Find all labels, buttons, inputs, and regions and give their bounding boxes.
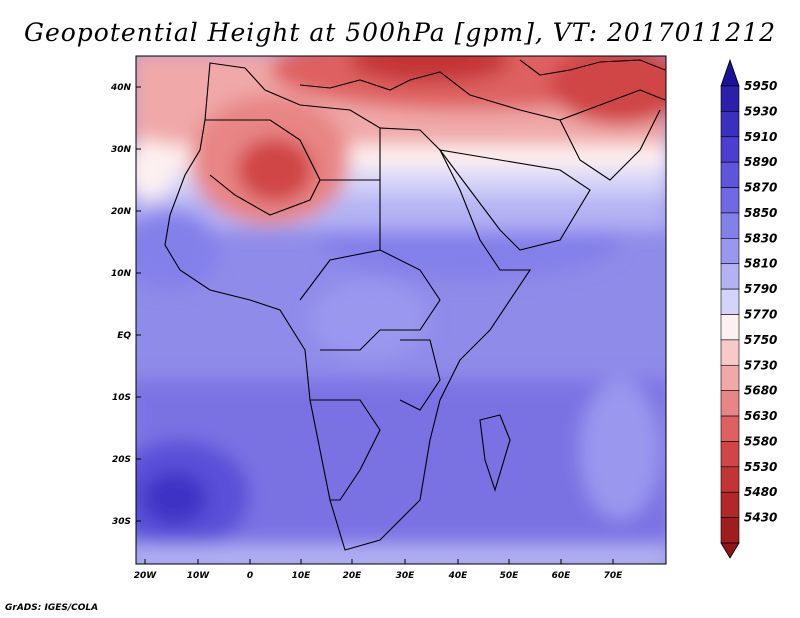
- coastlines: [164, 59, 666, 551]
- lat-label: 10N: [111, 269, 132, 279]
- colorbar-swatch: [720, 491, 740, 518]
- grads-credit: GrADS: IGES/COLA: [5, 603, 99, 613]
- lat-label: 20N: [111, 207, 132, 217]
- colorbar-label: 5770: [744, 308, 777, 322]
- lat-label: 30S: [112, 517, 131, 527]
- colorbar-swatch: [720, 466, 740, 493]
- colorbar-label: 5890: [744, 155, 777, 169]
- colorbar-swatch: [720, 238, 740, 265]
- colorbar-swatch: [720, 364, 740, 391]
- colorbar-swatch: [720, 339, 740, 366]
- colorbar-label: 5480: [744, 485, 777, 499]
- lat-label: 30N: [111, 145, 132, 155]
- lon-label: 0: [247, 571, 253, 581]
- lon-label: 20W: [134, 571, 158, 581]
- axis-ticks: 40N 30N 20N 10N EQ 10S 20S 30S 20W 10W 0 10E 20E 30E 4…: [110, 83, 623, 581]
- colorbar-label: 5430: [744, 511, 777, 525]
- colorbar-label: 5810: [744, 257, 777, 271]
- colorbar-label: 5630: [744, 409, 777, 423]
- colorbar-swatch: [720, 288, 740, 315]
- colorbar-label: 5950: [744, 79, 777, 93]
- lat-label: 40N: [110, 83, 132, 93]
- height-field: [136, 56, 666, 564]
- colorbar-swatch: [720, 517, 740, 544]
- colorbar-label: 5870: [744, 181, 777, 195]
- lat-label: 10S: [112, 393, 131, 403]
- colorbar-label: 5530: [744, 460, 777, 474]
- colorbar-label: 5930: [744, 104, 777, 118]
- colorbar-swatch: [720, 187, 740, 214]
- colorbar-label: 5680: [744, 384, 777, 398]
- lon-label: 10W: [187, 571, 211, 581]
- colorbar-label: 5830: [744, 231, 777, 245]
- colorbar-swatch: [720, 111, 740, 138]
- colorbar-label: 5850: [744, 206, 777, 220]
- colorbar-top-arrow: [720, 58, 740, 87]
- lon-label: 10E: [292, 571, 312, 581]
- lon-label: 20E: [343, 571, 363, 581]
- lon-label: 30E: [396, 571, 416, 581]
- colorbar-swatch: [720, 314, 740, 341]
- lat-label: 20S: [112, 455, 131, 465]
- lon-label: 70E: [604, 571, 624, 581]
- colorbar-swatch: [720, 441, 740, 468]
- colorbar-swatch: [720, 415, 740, 442]
- colorbar-swatch: [720, 212, 740, 239]
- lon-label: 60E: [552, 571, 572, 581]
- colorbar-label: 5730: [744, 358, 777, 372]
- colorbar-swatch: [720, 390, 740, 417]
- colorbar-swatch: [720, 161, 740, 188]
- colorbar-label: 5790: [744, 282, 777, 296]
- colorbar-label: 5750: [744, 333, 777, 347]
- colorbar: 5950 5930 5910 5890 5870 5850 5830 5810 5790 5770…: [720, 58, 777, 559]
- colorbar-swatch: [720, 136, 740, 163]
- colorbar-label: 5910: [744, 130, 777, 144]
- colorbar-label: 5580: [744, 434, 777, 448]
- map-frame: [135, 55, 667, 565]
- colorbar-swatch: [720, 263, 740, 290]
- lat-label: EQ: [117, 331, 131, 341]
- lon-label: 40E: [448, 571, 469, 581]
- colorbar-bottom-arrow: [720, 542, 740, 559]
- map-title: Geopotential Height at 500hPa [gpm], VT:…: [23, 18, 777, 47]
- colorbar-swatch: [720, 85, 740, 112]
- lon-label: 50E: [500, 571, 520, 581]
